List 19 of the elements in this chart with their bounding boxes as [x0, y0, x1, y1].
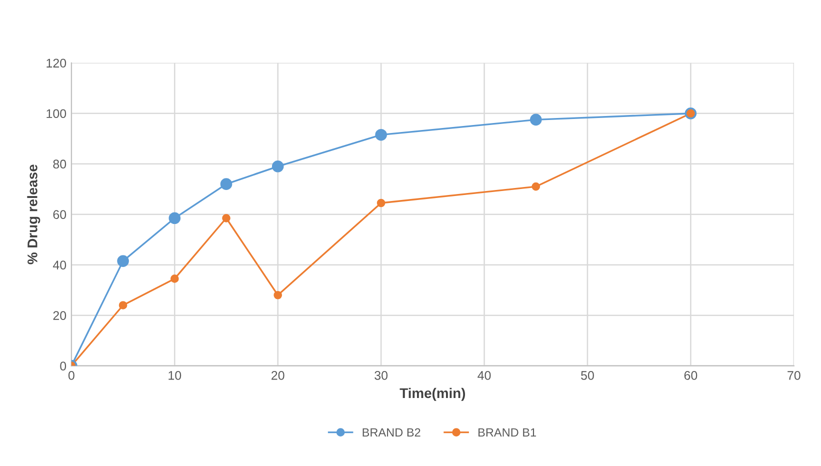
- x-tick-label: 50: [581, 371, 594, 380]
- legend-label: BRAND B2: [362, 428, 420, 436]
- y-tick-label: 100: [46, 109, 66, 118]
- y-tick-label: 80: [53, 160, 66, 169]
- x-tick-label: 40: [478, 371, 491, 380]
- y-tick-label: 60: [53, 210, 66, 220]
- y-axis-title: % Drug release: [27, 164, 40, 264]
- x-tick-label: 20: [272, 371, 284, 380]
- y-tick-label: 120: [46, 58, 66, 68]
- y-tick-label: 0: [60, 362, 66, 370]
- x-tick-label: 10: [168, 371, 182, 380]
- y-tick-label: 20: [53, 311, 66, 320]
- legend-label: BRAND B1: [478, 428, 536, 436]
- x-tick-label: 60: [684, 371, 698, 380]
- x-tick-label: 30: [374, 371, 388, 380]
- y-tick-label: 40: [52, 260, 66, 270]
- x-axis-title: Time(min): [400, 388, 466, 401]
- x-tick-label: 0: [68, 371, 74, 380]
- x-tick-label: 70: [788, 371, 800, 380]
